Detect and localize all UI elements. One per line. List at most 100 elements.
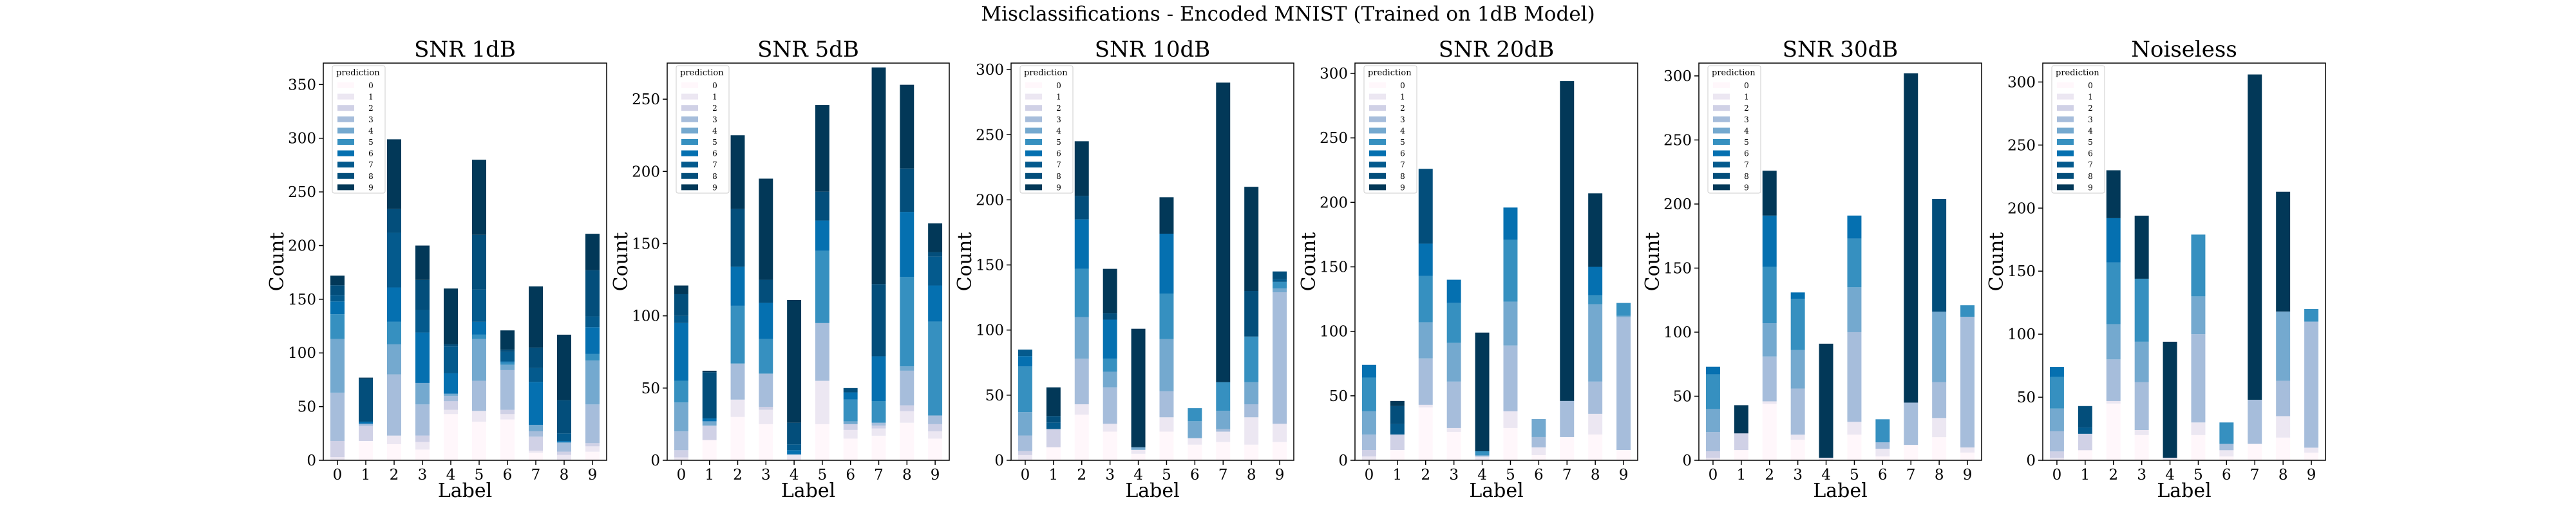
legend-swatch-6	[2057, 150, 2074, 156]
bar-segment-p2-c7-s0	[1216, 442, 1231, 460]
bar-segment-p3-c1-s9	[1390, 400, 1405, 406]
bar-segment-p1-c7-s1	[871, 428, 886, 436]
bar-segment-p5-c1-s8	[2078, 406, 2092, 428]
bar-segment-p0-c7-s3	[529, 431, 543, 437]
bar-segment-p1-c2-s6	[730, 267, 745, 306]
legend-swatch-8	[681, 173, 698, 179]
legend-label-3: 3	[368, 115, 374, 124]
plot-frame-3	[1354, 62, 1638, 461]
x-tick-label: 0	[1021, 467, 1030, 483]
x-axis-label-0: Label	[438, 480, 492, 502]
bar-segment-p5-c6-s1	[2219, 450, 2234, 457]
y-axis-label-5: Count	[1985, 232, 2008, 292]
bar-segment-p4-c5-s3	[1847, 332, 1862, 422]
bar-segment-p0-c2-s0	[387, 444, 401, 460]
y-tick-label: 50	[1329, 388, 1348, 405]
legend-swatch-5	[1369, 139, 1386, 145]
bar-segment-p1-c3-s2	[759, 406, 773, 410]
legend-label-8: 8	[1056, 172, 1061, 181]
bar-segment-p1-c2-s0	[730, 417, 745, 460]
legend-swatch-9	[1025, 184, 1042, 191]
bar-segment-p0-c8-s4	[557, 442, 571, 444]
bar-segment-p4-c5-s5	[1847, 238, 1862, 288]
bar-segment-p1-c4-s6	[787, 450, 802, 455]
bar-segment-p2-c6-s1	[1188, 438, 1202, 445]
legend-label-0: 0	[2088, 81, 2093, 90]
legend-label-7: 7	[1400, 160, 1405, 169]
bar-segment-p0-c4-s8	[444, 344, 458, 347]
x-tick-label: 9	[931, 467, 940, 483]
bar-segment-p1-c3-s1	[759, 409, 773, 424]
legend-swatch-1	[681, 93, 698, 100]
bar-segment-p0-c7-s7	[529, 368, 543, 382]
bar-segment-p0-c9-s9	[585, 234, 600, 270]
legend-swatch-9	[337, 184, 354, 191]
bar-segment-p1-c9-s2	[928, 424, 943, 432]
bar-segment-p5-c0-s6	[2049, 367, 2064, 377]
legend-label-2: 2	[1744, 104, 1749, 113]
bar-segment-p0-c2-s9	[387, 139, 401, 209]
legend-swatch-5	[2057, 139, 2074, 145]
y-tick-label: 50	[1673, 388, 1692, 405]
bar-segment-p0-c5-s9	[472, 160, 486, 235]
legend-swatch-9	[1369, 184, 1386, 191]
bar-segment-p1-c1-s0	[702, 440, 717, 460]
bar-segment-p5-c1-s7	[2078, 427, 2092, 434]
bar-segment-p5-c8-s9	[2276, 191, 2291, 312]
legend-label-9: 9	[1400, 183, 1405, 192]
legend-swatch-8	[1713, 173, 1730, 179]
bar-segment-p5-c1-s0	[2078, 450, 2092, 460]
x-axis-label-4: Label	[1813, 480, 1867, 502]
bar-segment-p2-c9-s3	[1273, 292, 1287, 424]
legend-label-4: 4	[1744, 126, 1749, 135]
bar-segment-p0-c4-s9	[444, 288, 458, 344]
bar-segment-p5-c4-s1	[2163, 458, 2177, 460]
bar-segment-p0-c2-s4	[387, 344, 401, 375]
plot-frame-4	[1698, 62, 1982, 461]
bar-segment-p4-c0-s3	[1705, 432, 1720, 452]
bar-segment-p4-c2-s4	[1762, 323, 1777, 357]
x-tick-label: 3	[1793, 467, 1803, 483]
bar-segment-p0-c1-s2	[359, 426, 373, 441]
bar-segment-p3-c8-s6	[1588, 267, 1603, 295]
bar-segment-p3-c3-s4	[1446, 342, 1461, 382]
bar-segment-p1-c9-s0	[928, 438, 943, 460]
bar-segment-p4-c6-s5	[1875, 419, 1890, 443]
bar-segment-p0-c8-s8	[557, 400, 571, 434]
x-tick-label: 3	[1105, 467, 1115, 483]
y-tick-label: 200	[288, 238, 316, 254]
legend-swatch-3	[337, 116, 354, 122]
bar-segment-p5-c2-s0	[2106, 403, 2121, 460]
bar-segment-p5-c3-s3	[2134, 382, 2149, 430]
bar-segment-p2-c2-s8	[1074, 196, 1089, 220]
bar-segment-p3-c7-s0	[1560, 436, 1575, 460]
legend-label-4: 4	[1400, 126, 1405, 135]
legend-label-7: 7	[368, 160, 374, 169]
panel-title-0: SNR 1dB	[414, 37, 516, 62]
legend-swatch-0	[1025, 82, 1042, 88]
legend-label-8: 8	[368, 172, 374, 181]
bar-segment-p2-c4-s9	[1131, 328, 1146, 447]
bar-segment-p1-c9-s5	[928, 321, 943, 416]
y-tick-label: 150	[2007, 263, 2036, 280]
bar-segment-p2-c1-s8	[1046, 416, 1061, 423]
bar-segment-p2-c4-s4	[1131, 447, 1146, 450]
x-tick-label: 8	[2278, 467, 2288, 483]
bar-segment-p1-c1-s4	[702, 421, 717, 426]
legend-label-6: 6	[368, 149, 374, 158]
legend-label-5: 5	[2088, 138, 2093, 147]
x-tick-label: 4	[790, 467, 799, 483]
bar-segment-p3-c3-s3	[1446, 381, 1461, 428]
bar-segment-p1-c3-s8	[759, 279, 773, 303]
bar-segment-p3-c2-s1	[1418, 404, 1433, 407]
legend-label-4: 4	[368, 126, 374, 135]
bar-segment-p2-c3-s9	[1103, 268, 1117, 314]
bar-segment-p2-c8-s4	[1244, 382, 1259, 405]
bar-segment-p0-c3-s6	[415, 332, 430, 383]
bar-segment-p4-c3-s5	[1790, 299, 1805, 350]
bar-segment-p1-c5-s5	[815, 250, 829, 323]
bar-segment-p1-c3-s5	[759, 339, 773, 374]
bar-segment-p0-c5-s7	[472, 289, 486, 322]
bar-segment-p1-c9-s3	[928, 415, 943, 424]
